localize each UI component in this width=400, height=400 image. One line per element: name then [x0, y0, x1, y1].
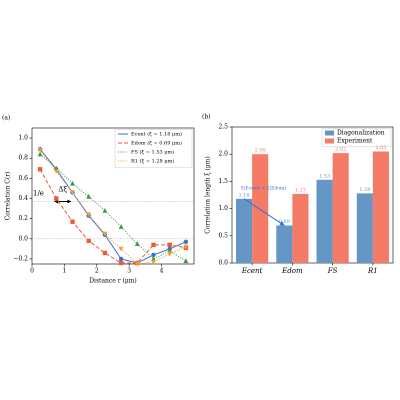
point [70, 180, 75, 186]
y-tick-label: 1.5 [218, 178, 228, 185]
point [102, 250, 108, 256]
point [183, 239, 189, 245]
value-label: 1.18 [239, 192, 250, 198]
panel-label: (b) [202, 114, 211, 121]
legend-box [114, 129, 193, 168]
legend-label: Ecent (ξ = 1.18 μm) [131, 131, 182, 138]
y-axis-label: Correlation C(r) [5, 172, 12, 221]
series-line [39, 148, 187, 264]
y-tick-label: 0.6 [18, 175, 28, 182]
y-tick-label: 0.4 [18, 195, 28, 202]
series-line [39, 153, 187, 262]
plot-frame [31, 127, 195, 265]
annotation: Δξ [58, 186, 67, 194]
legend-label: FS (ξ = 1.53 μm) [131, 149, 174, 156]
bar [276, 225, 293, 263]
point [118, 246, 124, 252]
value-label: 0.69 [279, 219, 290, 225]
x-tick-label: 2 [95, 268, 99, 275]
bar [236, 198, 253, 263]
value-label: 2.00 [255, 148, 266, 154]
y-tick-label: 2.5 [218, 124, 228, 131]
plot-frame [231, 126, 394, 264]
y-tick-label: −0.2 [13, 255, 28, 262]
y-tick-label: 1.0 [18, 135, 28, 142]
value-label: 2.02 [335, 147, 346, 153]
legend-label: Diagonalization [337, 130, 385, 137]
x-axis-label: Distance r (μm) [89, 278, 137, 285]
x-tick-label: Ecent [241, 267, 263, 275]
point [167, 251, 173, 257]
bar [252, 154, 269, 263]
y-tick-label: 0.8 [18, 155, 28, 162]
y-tick-label: 0.5 [218, 232, 228, 239]
x-tick-label: 4 [160, 268, 164, 275]
bar [316, 179, 333, 263]
point [118, 224, 124, 229]
legend-label: R1 (ξ = 1.28 μm) [131, 158, 174, 165]
x-tick-label: FS [327, 267, 338, 275]
point [118, 256, 124, 262]
point [37, 151, 43, 157]
value-label: 1.28 [359, 187, 370, 193]
y-tick-label: 2.0 [218, 151, 228, 158]
value-label: 2.05 [375, 145, 386, 151]
point [86, 193, 92, 199]
point [37, 147, 43, 153]
bar [292, 193, 309, 263]
legend-swatch [325, 130, 334, 136]
legend-box [321, 128, 392, 147]
y-axis-label: Correlation length ξ (μm) [205, 156, 212, 234]
x-tick-label: 1 [62, 268, 66, 275]
point [86, 238, 91, 244]
bar [332, 153, 349, 263]
point [151, 259, 156, 265]
x-tick-label: Edom [281, 267, 303, 275]
y-tick-label: 0.2 [18, 215, 28, 222]
point [183, 244, 189, 250]
point [102, 231, 108, 237]
legend-swatch [325, 138, 334, 144]
legend-label: Experiment [337, 138, 373, 145]
point [53, 169, 59, 174]
point [134, 261, 140, 267]
x-tick-label: 0 [30, 268, 34, 275]
point [70, 190, 75, 196]
point [70, 219, 75, 224]
value-label: 1.53 [319, 173, 330, 179]
annotation: ξ(Ecent) > ξ(Edom) [241, 184, 286, 191]
legend-label: Edom (ξ = 0.69 μm) [131, 140, 182, 147]
point [102, 207, 108, 213]
point [151, 242, 156, 248]
point [167, 242, 172, 248]
point [37, 167, 43, 172]
y-tick-label: 0.0 [218, 260, 228, 267]
y-tick-label: 0.0 [18, 235, 28, 242]
series-line [39, 149, 187, 265]
point [151, 252, 156, 258]
annotation-arrow [243, 198, 285, 226]
series-line [39, 169, 186, 264]
point [86, 212, 92, 218]
bar [372, 151, 389, 263]
point [134, 241, 140, 247]
value-label: 1.27 [295, 187, 306, 193]
point [54, 196, 59, 201]
point [183, 258, 189, 264]
point [118, 260, 124, 266]
bar [356, 193, 373, 263]
annotation: 1/e [33, 190, 44, 198]
x-tick-label: R1 [367, 267, 378, 275]
x-tick-label: 3 [127, 268, 131, 275]
panel-label: (a) [2, 115, 10, 122]
y-tick-label: 1.0 [218, 205, 228, 212]
